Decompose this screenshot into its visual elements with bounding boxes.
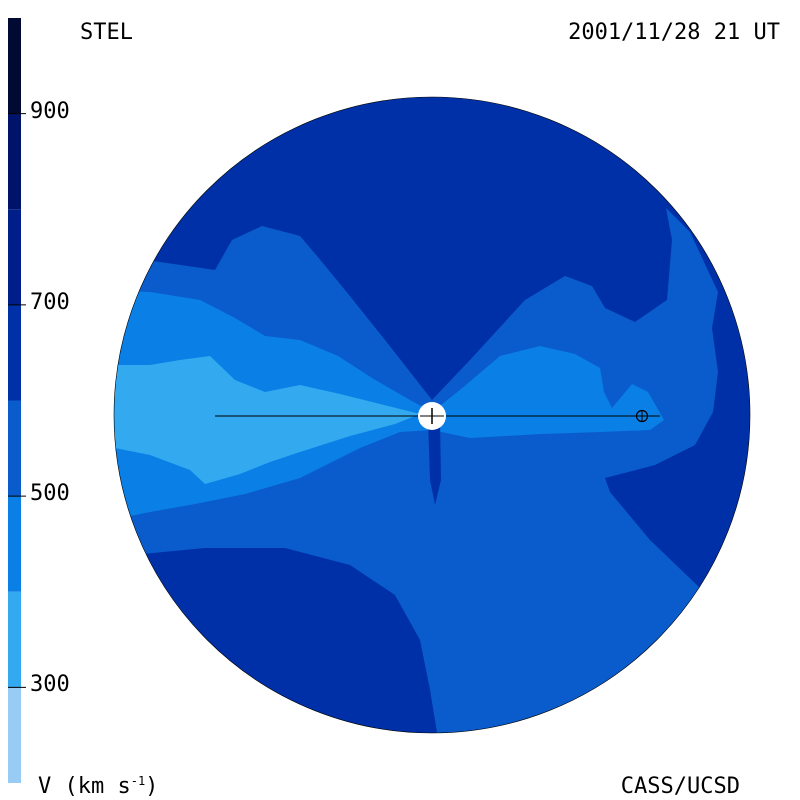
colorbar-tick-label-0: 900 — [30, 98, 70, 124]
observatory-label: STEL — [80, 20, 133, 45]
disk-outline — [113, 96, 751, 734]
unit-suffix: ) — [145, 774, 159, 799]
colorbar-level-5 — [8, 209, 21, 305]
credit-label: CASS/UCSD — [620, 774, 740, 799]
colorbar — [8, 18, 26, 783]
colorbar-level-6 — [8, 113, 21, 210]
sun-icon — [418, 402, 446, 430]
unit-text: V (km s — [38, 774, 131, 799]
colorbar-level-7 — [8, 18, 21, 114]
unit-label: V (km s-1) — [38, 774, 159, 799]
colorbar-level-1 — [8, 591, 21, 688]
velocity-region-streamer — [428, 420, 441, 505]
colorbar-level-3 — [8, 400, 21, 497]
colorbar-tick-label-2: 500 — [30, 481, 70, 507]
colorbar-level-4 — [8, 304, 21, 401]
unit-exponent: -1 — [130, 774, 146, 788]
colorbar-tick-label-1: 700 — [30, 289, 70, 315]
colorbar-level-0 — [8, 687, 21, 783]
datetime-label: 2001/11/28 21 UT — [568, 20, 780, 45]
velocity-region-lower-right — [600, 430, 750, 733]
colorbar-tick-label-3: 300 — [30, 672, 70, 698]
earth-icon — [635, 409, 649, 423]
colorbar-level-2 — [8, 496, 21, 592]
velocity-region-very-slow — [114, 356, 420, 484]
